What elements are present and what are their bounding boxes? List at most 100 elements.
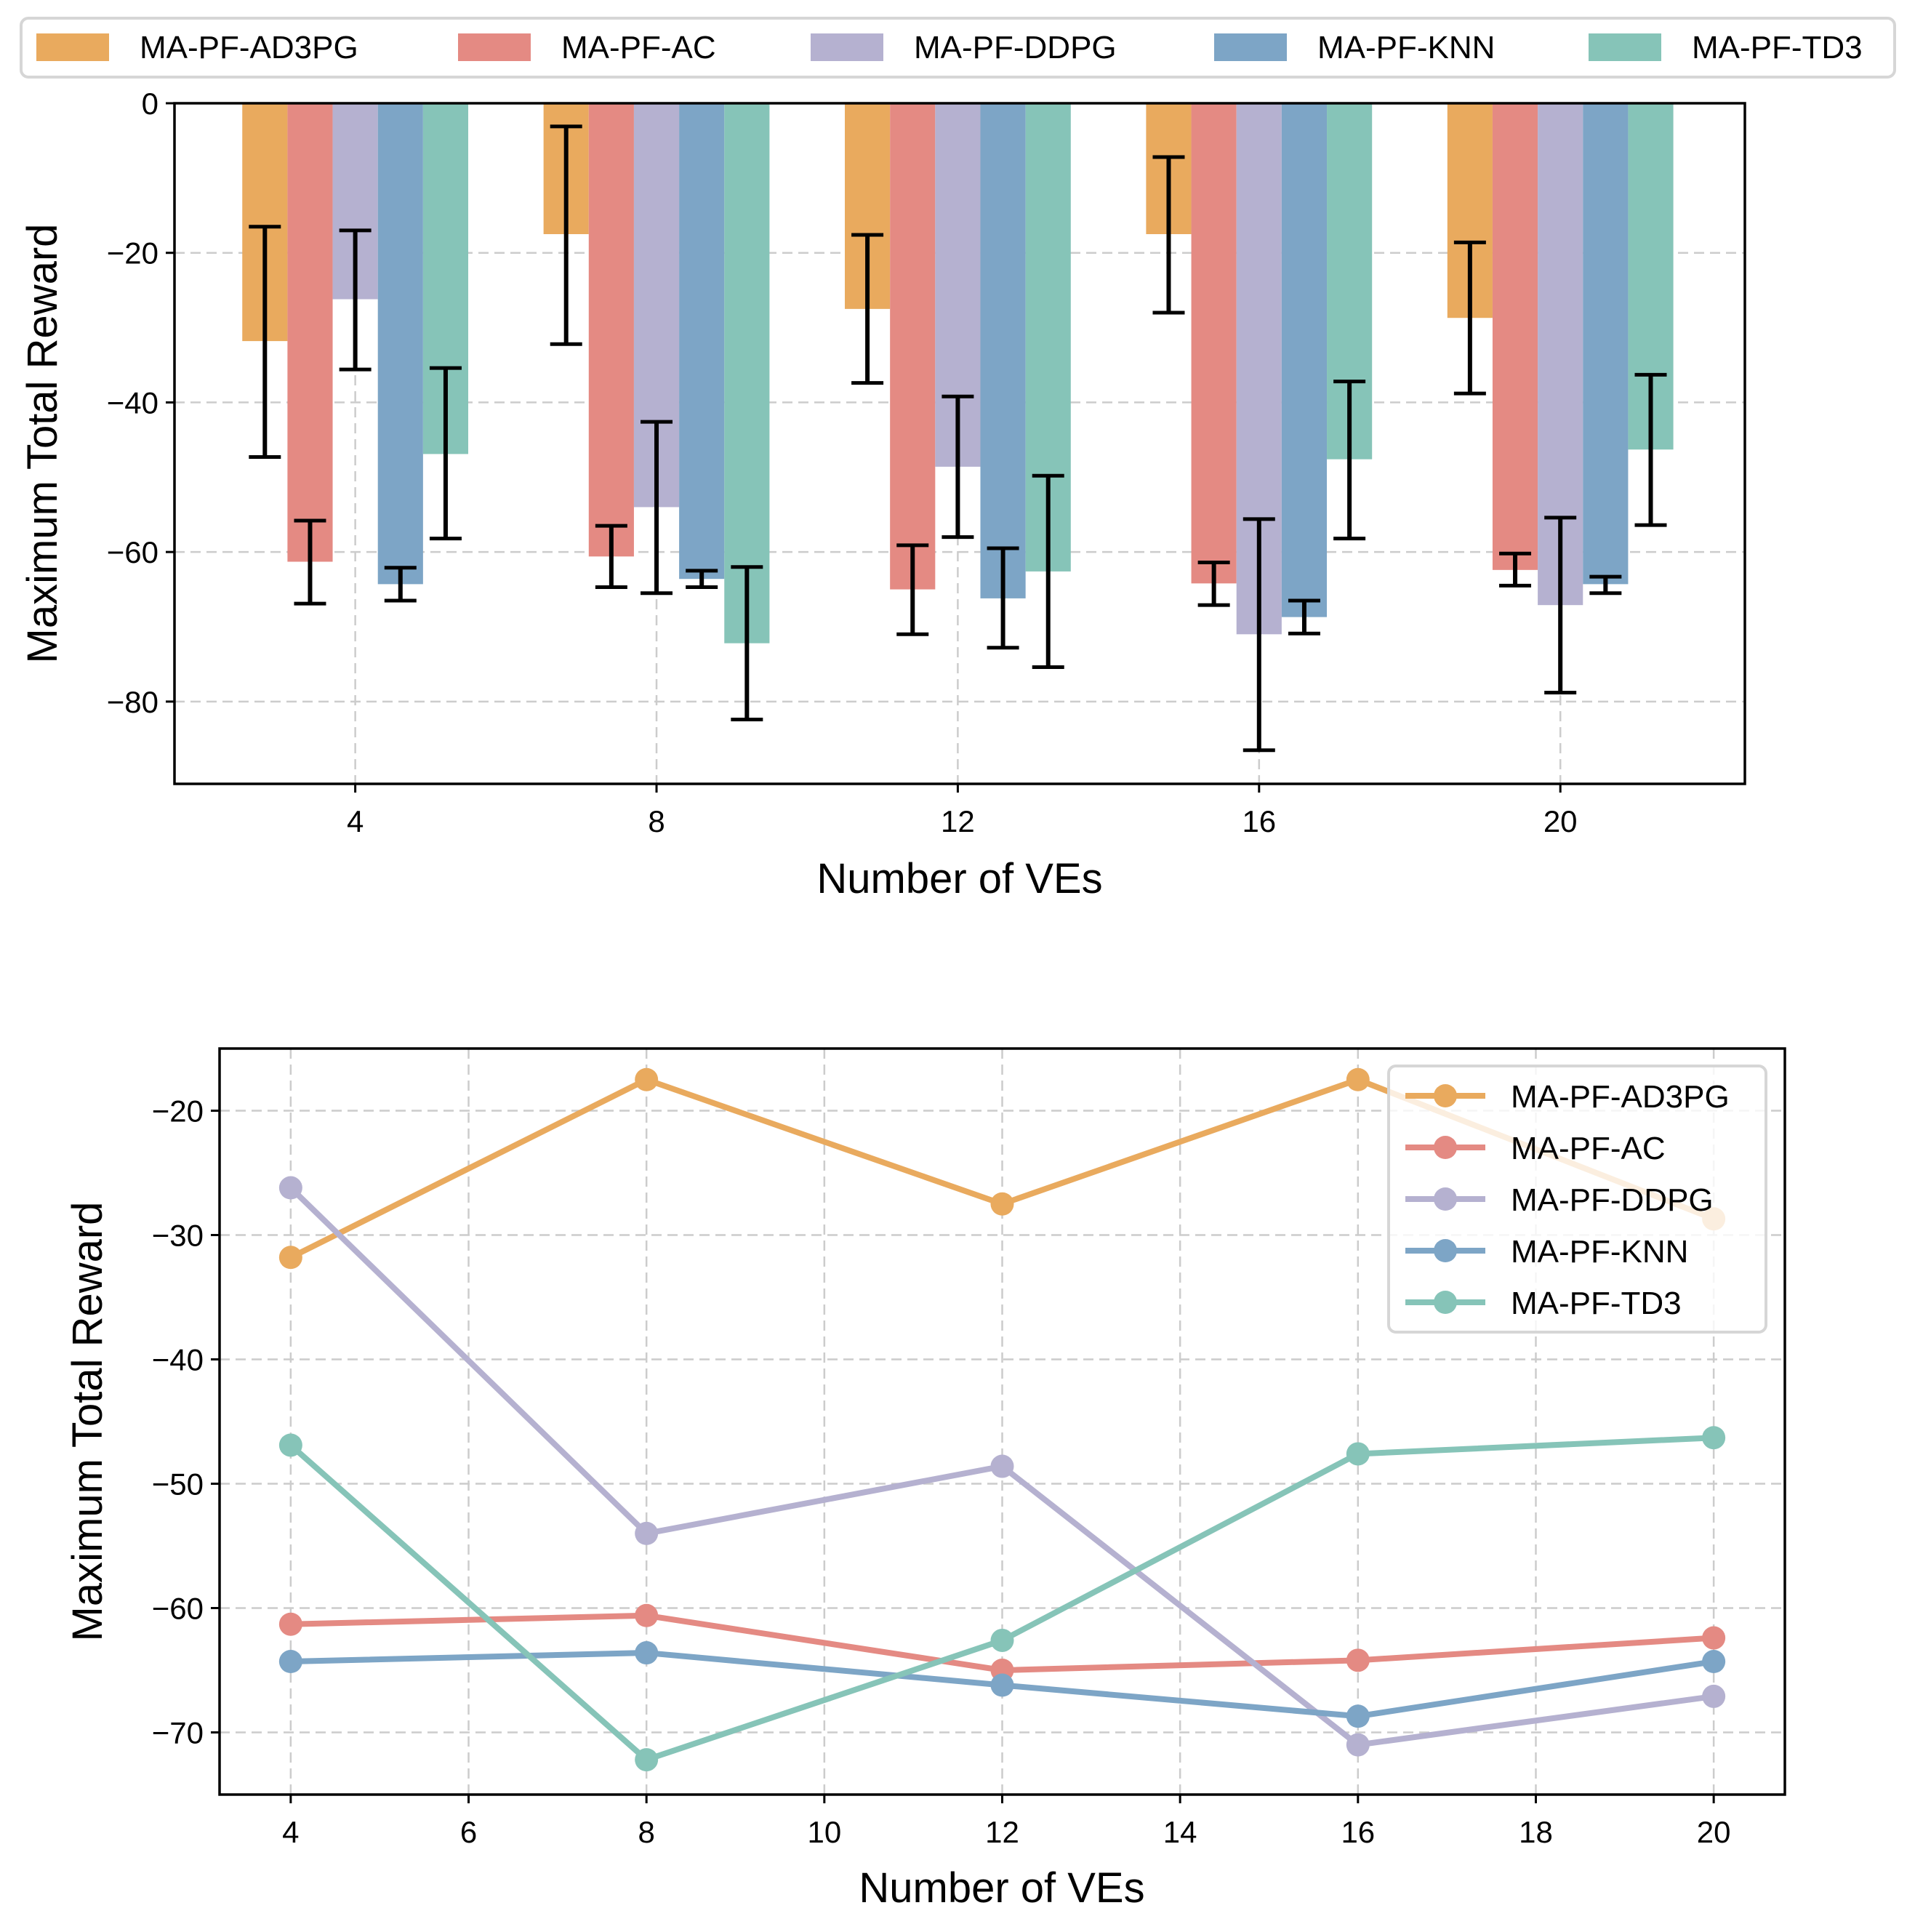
legend-frame xyxy=(20,17,1896,79)
legend-marker xyxy=(1434,1084,1457,1107)
error-bar xyxy=(1333,380,1366,541)
bar xyxy=(980,103,1026,598)
data-point xyxy=(1702,1684,1726,1708)
data-point xyxy=(635,1748,659,1772)
line-chart-x-axis-title: Number of VEs xyxy=(859,1864,1144,1912)
line-series xyxy=(278,1176,1726,1757)
bar xyxy=(890,103,936,590)
y-tick-label: −50 xyxy=(152,1467,204,1502)
line-chart-grid xyxy=(220,1049,1785,1795)
line-series xyxy=(278,1426,1726,1772)
legend-item: MA-PF-DDPG xyxy=(1405,1182,1714,1218)
legend-item: MA-PF-TD3 xyxy=(1405,1286,1682,1321)
error-bar xyxy=(1453,240,1486,396)
legend-item: MA-PF-DDPG xyxy=(811,30,1117,65)
legend-swatch xyxy=(811,33,883,61)
error-bar xyxy=(1499,551,1532,588)
bar xyxy=(1191,103,1237,584)
data-point xyxy=(990,1454,1014,1478)
y-tick-label: −30 xyxy=(152,1219,204,1253)
x-tick-label: 10 xyxy=(807,1815,841,1849)
data-point xyxy=(1346,1733,1370,1757)
data-point xyxy=(278,1650,302,1674)
legend-item: MA-PF-KNN xyxy=(1405,1234,1688,1270)
data-point xyxy=(1346,1704,1370,1728)
error-bar xyxy=(896,543,929,636)
x-tick-label: 16 xyxy=(1341,1815,1375,1849)
legend-label: MA-PF-AD3PG xyxy=(140,30,358,65)
error-bar xyxy=(550,124,582,346)
legend-marker xyxy=(1434,1187,1457,1211)
bar xyxy=(588,103,634,557)
legend-label: MA-PF-AC xyxy=(561,30,716,65)
y-tick-label: −60 xyxy=(107,535,158,569)
x-tick-label: 4 xyxy=(347,804,364,838)
bar xyxy=(724,103,770,644)
bar-chart-legend: MA-PF-AD3PG MA-PF-AC MA-PF-DDPG MA-PF-KNN MA… xyxy=(20,17,1896,79)
x-tick-label: 6 xyxy=(460,1815,477,1849)
y-tick-label: −70 xyxy=(152,1716,204,1750)
error-bar xyxy=(1288,598,1320,636)
data-point xyxy=(1702,1626,1726,1650)
bar-chart-y-ticks: 0 −20 −40 −60 −80 xyxy=(107,87,174,719)
y-tick-label: −20 xyxy=(107,236,158,270)
error-bar xyxy=(851,233,884,385)
line-series xyxy=(278,1641,1726,1728)
data-point xyxy=(1702,1426,1726,1450)
line-chart-legend: MA-PF-AD3PG MA-PF-AC MA-PF-DDPG MA-PF-KNN MA… xyxy=(1387,1065,1767,1334)
legend-swatch xyxy=(36,33,109,61)
bar xyxy=(377,103,423,585)
data-point xyxy=(635,1641,659,1665)
legend-label: MA-PF-AD3PG xyxy=(1511,1079,1730,1115)
data-point xyxy=(1702,1650,1726,1674)
error-bar xyxy=(641,420,673,596)
legend-marker xyxy=(1434,1291,1457,1314)
y-tick-label: −40 xyxy=(152,1343,204,1377)
legend-label: MA-PF-KNN xyxy=(1511,1234,1688,1270)
error-bar xyxy=(1634,372,1667,527)
error-bar xyxy=(731,565,763,722)
x-tick-label: 8 xyxy=(638,1815,655,1849)
bar xyxy=(679,103,725,580)
bar-chart-y-axis-title: Maximum Total Reward xyxy=(19,224,66,664)
error-bar xyxy=(686,569,718,589)
error-bar xyxy=(942,394,974,540)
line-chart-y-ticks: −20 −30 −40 −50 −60 −70 xyxy=(152,1094,220,1750)
bar-chart-axes-frame xyxy=(173,102,1746,785)
error-bar xyxy=(1589,574,1622,596)
y-tick-label: 0 xyxy=(142,87,158,121)
legend-item: MA-PF-AC xyxy=(458,30,716,65)
data-point xyxy=(1346,1442,1370,1466)
error-bar xyxy=(595,524,627,589)
y-tick-label: −60 xyxy=(152,1592,204,1626)
y-tick-label: −80 xyxy=(107,685,158,719)
legend-item: MA-PF-AD3PG xyxy=(1405,1079,1730,1115)
legend-label: MA-PF-DDPG xyxy=(1511,1182,1714,1218)
error-bar xyxy=(1544,516,1577,695)
bar xyxy=(1492,103,1538,570)
legend-item: MA-PF-TD3 xyxy=(1589,30,1863,65)
legend-item: MA-PF-AD3PG xyxy=(36,30,358,65)
legend-swatch xyxy=(1589,33,1661,61)
bar-chart: MA-PF-AD3PG MA-PF-AC MA-PF-DDPG MA-PF-KNN MA… xyxy=(19,17,1896,902)
data-point xyxy=(278,1176,302,1200)
bar-chart-bars xyxy=(242,103,1674,644)
legend-label: MA-PF-AC xyxy=(1511,1131,1666,1166)
x-tick-label: 20 xyxy=(1697,1815,1731,1849)
legend-marker xyxy=(1434,1136,1457,1159)
x-tick-label: 20 xyxy=(1543,804,1578,838)
x-tick-label: 12 xyxy=(941,804,975,838)
error-bar xyxy=(429,366,462,541)
error-bar xyxy=(249,225,281,460)
x-tick-label: 8 xyxy=(648,804,665,838)
legend-label: MA-PF-TD3 xyxy=(1511,1286,1682,1321)
legend-swatch xyxy=(1214,33,1287,61)
legend-swatch xyxy=(458,33,531,61)
bar-chart-error-bars xyxy=(249,124,1667,753)
error-bar xyxy=(294,518,326,606)
x-tick-label: 16 xyxy=(1242,804,1276,838)
x-tick-label: 4 xyxy=(282,1815,299,1849)
line-chart-series xyxy=(278,1067,1726,1772)
error-bar xyxy=(1242,517,1275,753)
